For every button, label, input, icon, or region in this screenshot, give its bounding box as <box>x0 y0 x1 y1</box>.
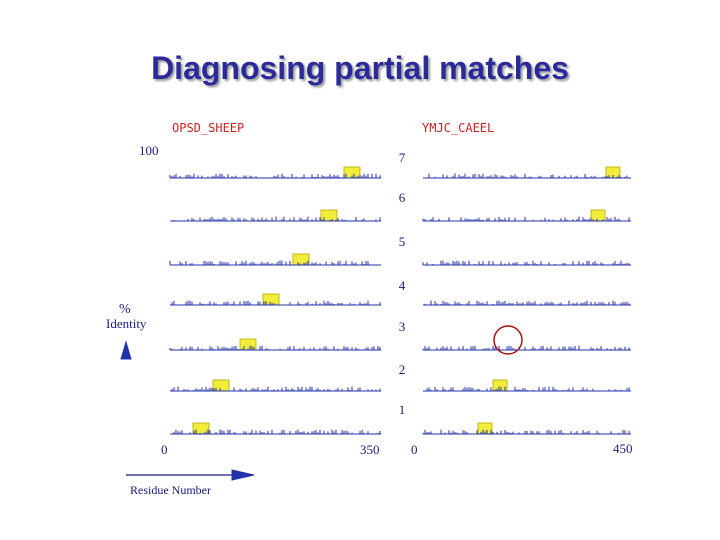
trace-row-4-left <box>170 300 381 306</box>
match-highlight-row-5-left <box>292 253 310 266</box>
row-number-6: 6 <box>398 190 406 205</box>
row-number-1: 1 <box>398 402 406 417</box>
left-x-end: 350 <box>360 442 380 457</box>
protein-label-left: OPSD_SHEEP <box>172 121 245 135</box>
match-highlight-row-1-left <box>192 422 210 435</box>
slide-title: Diagnosing partial matches <box>151 50 569 86</box>
trace-row-5-left <box>169 260 381 266</box>
percent-symbol: % <box>119 302 131 317</box>
trace-row-4-right <box>423 300 631 306</box>
row-number-5: 5 <box>398 234 406 249</box>
right-x-end: 450 <box>613 441 633 456</box>
x-axis-arrow-head <box>231 469 255 481</box>
trace-row-5-right <box>422 260 631 266</box>
row-number-7: 7 <box>398 150 406 165</box>
y-axis-arrow <box>120 340 132 360</box>
trace-row-1-right <box>422 429 631 435</box>
right-x-start: 0 <box>411 442 418 457</box>
trace-row-2-left <box>170 386 381 392</box>
match-highlight-row-2-left <box>212 379 230 392</box>
trace-row-6-right <box>422 216 631 222</box>
y-axis-top-label: 100 <box>139 143 159 158</box>
trace-row-3-left <box>169 345 381 351</box>
protein-label-right: YMJC_CAEEL <box>422 121 495 135</box>
trace-row-7-right <box>423 173 631 179</box>
trace-row-6-left <box>170 216 381 222</box>
left-x-start: 0 <box>161 442 168 457</box>
identity-label: Identity <box>106 316 147 331</box>
row-number-2: 2 <box>398 362 406 377</box>
row-number-3: 3 <box>398 319 406 334</box>
highlight-circle <box>493 325 523 355</box>
trace-row-7-left <box>169 173 381 179</box>
trace-row-3-right <box>422 345 631 351</box>
match-highlight-row-4-left <box>262 293 280 306</box>
residue-number-label: Residue Number <box>130 483 211 497</box>
trace-row-2-right <box>423 386 631 392</box>
trace-row-1-left <box>170 429 381 435</box>
row-number-4: 4 <box>398 278 406 293</box>
match-highlight-row-6-left <box>320 209 338 222</box>
